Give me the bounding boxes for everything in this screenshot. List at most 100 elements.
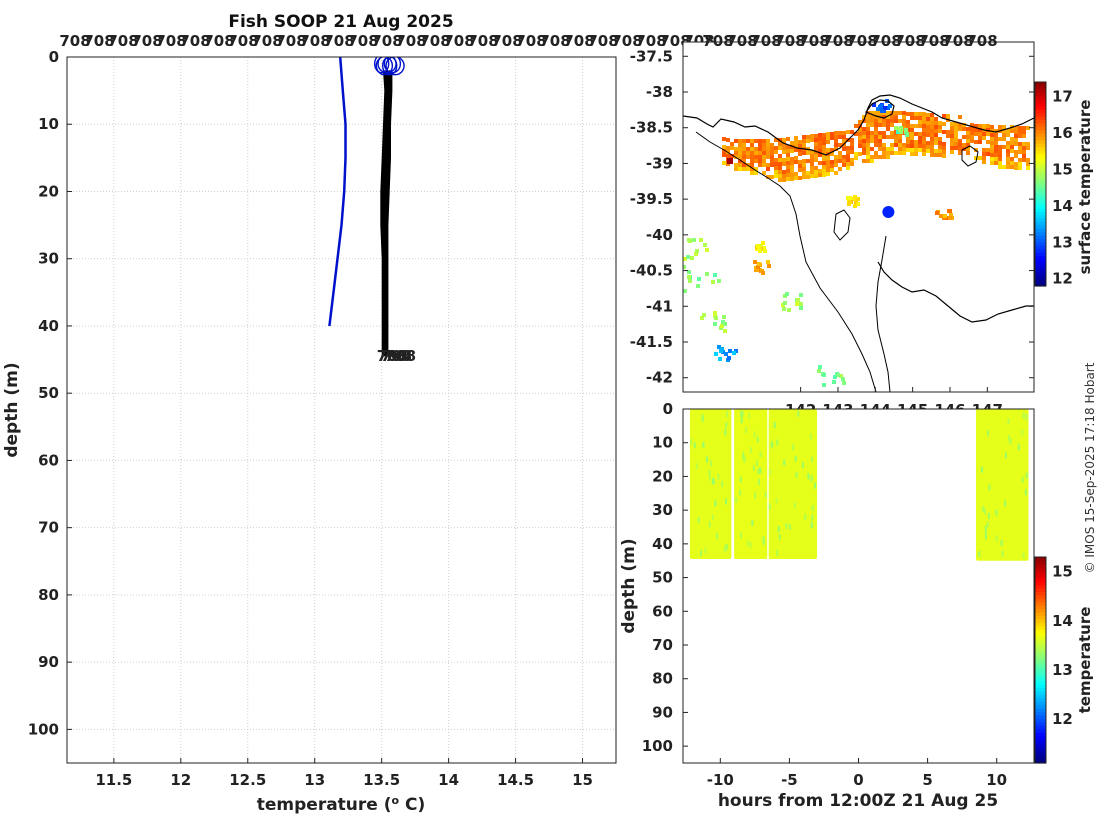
sst-cell [762,246,766,250]
profile-x-tick-label: 13 [304,771,325,789]
sst-cell [778,146,782,150]
map-tag-label: 708 [918,32,949,50]
sst-cell [830,160,834,164]
section-texture [708,470,711,476]
section-x-tick-label: 5 [922,771,932,789]
sst-cell [939,214,943,218]
sst-cell [914,112,918,116]
section-texture [788,524,791,530]
sst-cell [742,143,746,147]
sst-cell [810,174,814,178]
sst-cell [854,156,858,160]
section-texture [759,451,762,458]
sst-cell [946,134,950,138]
sst-cell [890,123,894,127]
sst-cell [720,347,724,351]
sst-cell [713,273,717,277]
sst-cell [758,159,762,163]
sst-cell [998,161,1002,165]
profile-tag-label: 708 [251,32,282,50]
sst-cell [922,120,926,124]
sst-cell [750,155,754,159]
sst-cell [898,135,902,139]
sst-cell [880,109,884,113]
sst-cell [794,160,798,164]
sst-cell [986,140,990,144]
sst-cell [854,152,858,156]
sst-cell [758,139,762,143]
sst-cell [833,375,837,379]
sst-cell [724,352,728,356]
profile-x-label-unit: o [392,794,400,807]
sst-cell [1026,142,1030,146]
sst-cell [799,302,803,306]
section-texture [725,498,727,505]
sst-cell [958,115,962,119]
colorbar-segment [1035,129,1046,134]
section-texture [724,429,727,436]
section-texture [1004,452,1007,459]
sst-cell [914,124,918,128]
colorbar-segment [1035,563,1046,568]
sst-cell [786,169,790,173]
sst-cell [830,152,834,156]
sst-cell [754,167,758,171]
sst-cell [866,139,870,143]
colorbar-segment [1035,170,1046,175]
sst-cell [834,147,838,151]
sst-cell [926,149,930,153]
sst-cell [846,162,850,166]
sst-cell [810,170,814,174]
sst-cell [874,115,878,119]
profile-y-tick-label: 0 [49,48,59,66]
sst-cell [906,112,910,116]
sst-cell [822,149,826,153]
sst-cell [934,121,938,125]
profile-y-tick-label: 20 [38,182,59,200]
sst-cell [886,115,890,119]
sst-cell [750,167,754,171]
sst-cell [766,143,770,147]
sst-cell [958,147,962,151]
sst-cell [978,136,982,140]
profile-top-tags: 7087087087087087087087087087087087087087… [59,32,714,50]
sst-cell [978,140,982,144]
sst-cell [950,130,954,134]
sst-cell [786,157,790,161]
sst-cell [818,173,822,177]
sst-cell [774,174,778,178]
section-x-tick-label: 10 [986,771,1007,789]
sst-cell [905,133,909,137]
sst-cell [842,155,846,159]
sst-cell [794,140,798,144]
sst-cell [770,143,774,147]
profile-x-tick-label: 11.5 [95,771,132,789]
sst-cell [746,151,750,155]
section-texture [739,476,742,483]
colorbar-segment [1035,732,1046,737]
section-texture [978,551,981,557]
sst-cell [866,123,870,127]
sst-cell [842,163,846,167]
surface-circle [373,57,390,74]
sst-cell [1014,162,1018,166]
section-block [975,409,1029,561]
sst-cell [926,121,930,125]
colorbar-segment [1035,214,1046,219]
profile-tag-label: 708 [491,32,522,50]
sst-cell [838,155,842,159]
sst-cell [822,165,826,169]
sst-cell [822,153,826,157]
section-colorbar: 12 13 14 15 [1034,556,1073,764]
sst-cell [790,169,794,173]
sst-cell [688,279,692,283]
sst-cell [1006,161,1010,165]
sst-cell [711,280,715,284]
sst-cell [836,373,840,377]
sst-cell [866,135,870,139]
section-y-label: depth (m) [619,538,639,633]
section-x-ticks: -10 -5 0 5 10 [707,758,1007,789]
sst-cell [778,142,782,146]
sst-cell [785,292,789,296]
sst-cell [1014,166,1018,170]
